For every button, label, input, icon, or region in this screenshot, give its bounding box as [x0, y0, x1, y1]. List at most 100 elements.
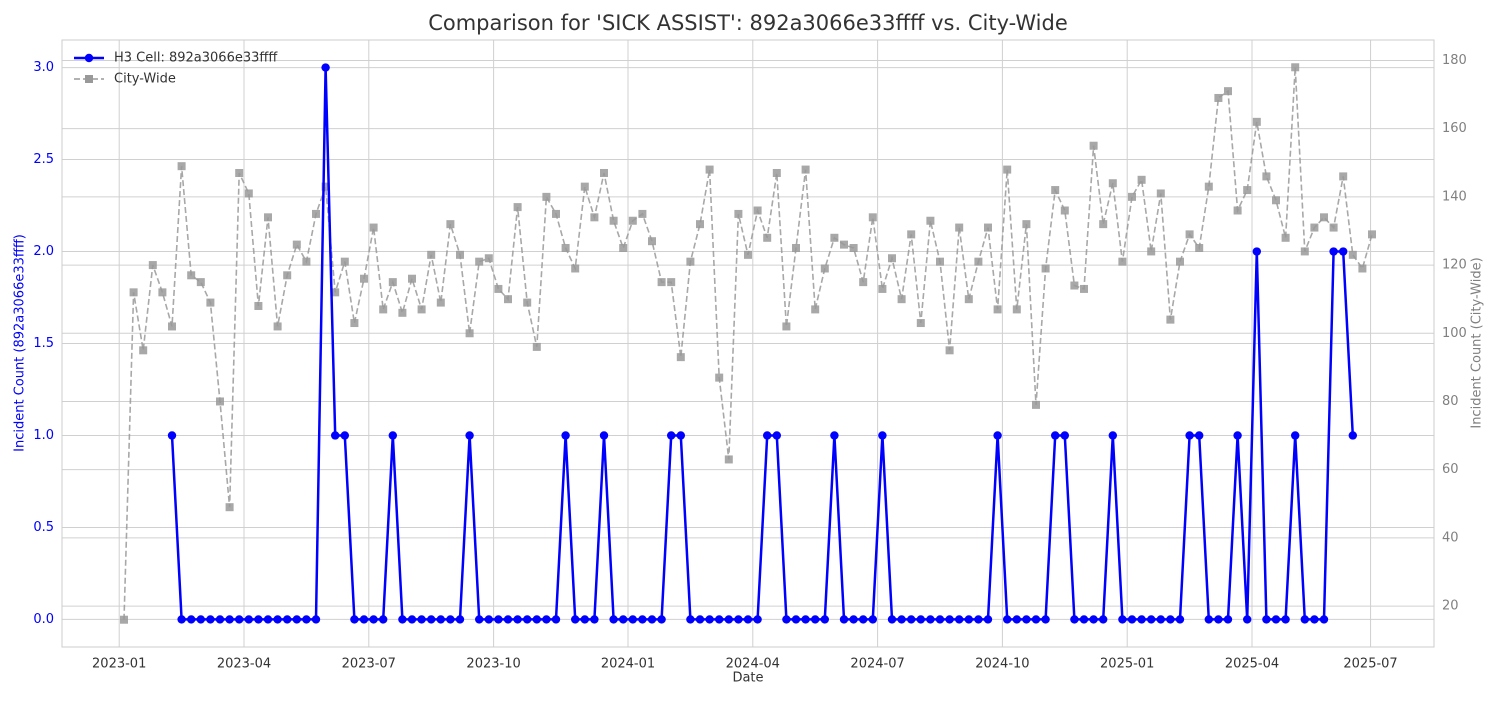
point	[935, 615, 945, 624]
point	[1195, 244, 1204, 253]
point	[1243, 186, 1252, 195]
point	[523, 298, 532, 307]
x-tick-label: 2024-04	[726, 657, 780, 672]
point	[139, 346, 148, 355]
point	[235, 615, 244, 624]
point	[753, 615, 762, 624]
point	[408, 274, 416, 283]
point	[1339, 247, 1348, 256]
legend-marker	[85, 75, 93, 83]
point	[1137, 615, 1146, 624]
point	[1099, 615, 1108, 624]
point	[1252, 117, 1261, 126]
point	[369, 615, 378, 624]
point	[235, 168, 244, 177]
point	[705, 615, 714, 624]
point	[379, 615, 388, 624]
y2-tick-label: 60	[1442, 462, 1459, 477]
point	[369, 223, 378, 232]
point	[1127, 615, 1137, 624]
point	[302, 615, 311, 624]
point	[215, 615, 225, 624]
point	[763, 431, 772, 440]
point	[1022, 220, 1031, 229]
point	[1204, 182, 1213, 191]
point	[657, 278, 666, 287]
point	[791, 615, 801, 624]
point	[283, 271, 292, 280]
point	[331, 288, 340, 297]
point	[187, 271, 196, 280]
point	[158, 288, 167, 297]
point	[638, 209, 647, 218]
point	[1233, 206, 1242, 215]
point	[1348, 431, 1358, 440]
point	[465, 431, 474, 440]
y-tick-label: 2.5	[33, 152, 54, 167]
point	[600, 168, 608, 177]
point	[955, 615, 964, 624]
point	[1147, 247, 1156, 256]
x-tick-label: 2025-01	[1100, 657, 1154, 672]
point	[926, 615, 935, 624]
point	[696, 220, 704, 229]
point	[1204, 615, 1214, 624]
point	[177, 615, 186, 624]
point	[916, 319, 925, 328]
point	[916, 615, 925, 624]
point	[868, 213, 877, 222]
point	[1281, 615, 1290, 624]
point	[1137, 175, 1146, 184]
point	[695, 615, 705, 624]
point	[1003, 165, 1012, 174]
point	[715, 615, 724, 624]
point	[263, 615, 273, 624]
point	[177, 162, 186, 171]
point	[1300, 247, 1309, 256]
point	[590, 615, 599, 624]
point	[398, 308, 407, 317]
point	[743, 615, 753, 624]
point	[1368, 230, 1376, 239]
point	[686, 615, 695, 624]
point	[1012, 615, 1021, 624]
point	[772, 168, 781, 177]
x-tick-label: 2025-07	[1343, 657, 1397, 672]
point	[1214, 615, 1223, 624]
point	[1108, 431, 1118, 440]
point	[801, 615, 810, 624]
point	[974, 257, 983, 266]
point	[302, 257, 311, 266]
point	[321, 63, 330, 72]
y2-tick-label: 120	[1442, 258, 1467, 273]
point	[264, 213, 272, 222]
point	[820, 264, 829, 273]
point	[1252, 247, 1262, 256]
point	[1079, 615, 1089, 624]
point	[1099, 220, 1108, 229]
point	[763, 233, 772, 242]
point	[571, 264, 580, 273]
point	[1060, 206, 1069, 215]
point	[1032, 400, 1040, 409]
point	[312, 209, 320, 218]
point	[734, 615, 743, 624]
point	[1147, 615, 1156, 624]
y-tick-label: 0.0	[33, 612, 54, 627]
point	[849, 615, 858, 624]
point	[676, 353, 685, 362]
point	[984, 223, 992, 232]
legend-label: H3 Cell: 892a3066e33ffff	[114, 51, 278, 66]
point	[1281, 233, 1290, 242]
point	[619, 615, 628, 624]
point	[599, 431, 609, 440]
point	[1262, 615, 1271, 624]
point	[1041, 615, 1050, 624]
point	[839, 615, 849, 624]
point	[1320, 213, 1328, 222]
point	[1041, 264, 1050, 273]
point	[1108, 179, 1117, 188]
point	[504, 295, 512, 304]
point	[897, 295, 906, 304]
